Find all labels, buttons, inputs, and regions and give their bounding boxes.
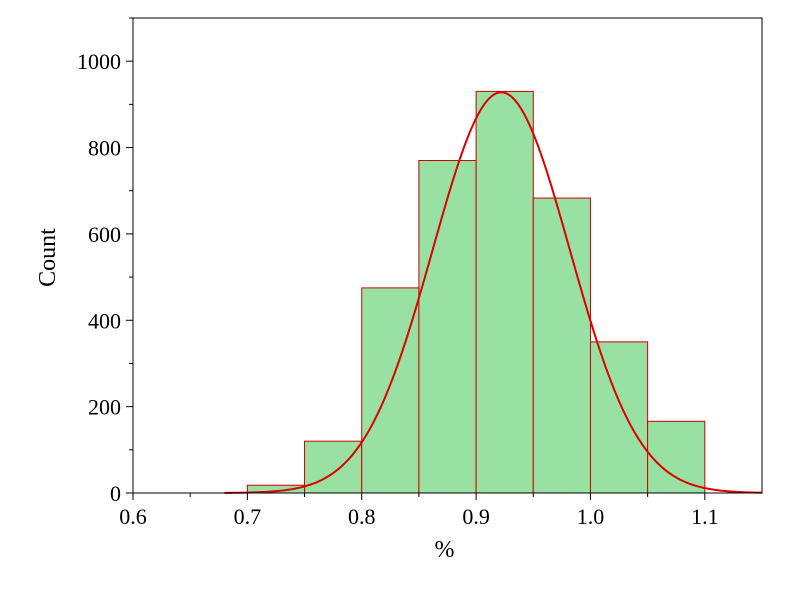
- x-tick-label: 1.1: [691, 504, 719, 529]
- histogram-bar-5: [475, 90, 534, 494]
- y-tick-label: 1000: [77, 49, 121, 74]
- y-tick-label: 800: [88, 136, 121, 161]
- histogram-bar-2: [304, 440, 363, 494]
- x-tick-label: 1.0: [577, 504, 605, 529]
- y-tick-label: 600: [88, 222, 121, 247]
- fit-curve-layer: [224, 91, 763, 494]
- x-axis-title: %: [435, 537, 455, 563]
- histogram-bar-3: [361, 287, 420, 494]
- histogram-bar-8: [647, 420, 706, 494]
- fit-curve: [224, 91, 763, 494]
- histogram-bar-7: [589, 341, 649, 494]
- bars: [246, 90, 706, 494]
- x-tick-label: 0.7: [234, 504, 262, 529]
- x-tick-label: 0.6: [119, 504, 147, 529]
- y-axis-title: Count: [35, 228, 61, 287]
- plot-frame: [132, 17, 763, 494]
- x-tick-label: 0.8: [348, 504, 376, 529]
- histogram-bar-4: [418, 160, 477, 494]
- x-tick-label: 0.9: [462, 504, 490, 529]
- y-tick-label: 400: [88, 308, 121, 333]
- histogram-bar-6: [532, 197, 591, 494]
- y-tick-label: 0: [110, 481, 121, 506]
- y-tick-label: 200: [88, 395, 121, 420]
- axes: [132, 17, 763, 494]
- ticks: 0.6 0.7 0.8 0.9 1.0 1.1 0 200 400 600 800 1000: [77, 17, 719, 529]
